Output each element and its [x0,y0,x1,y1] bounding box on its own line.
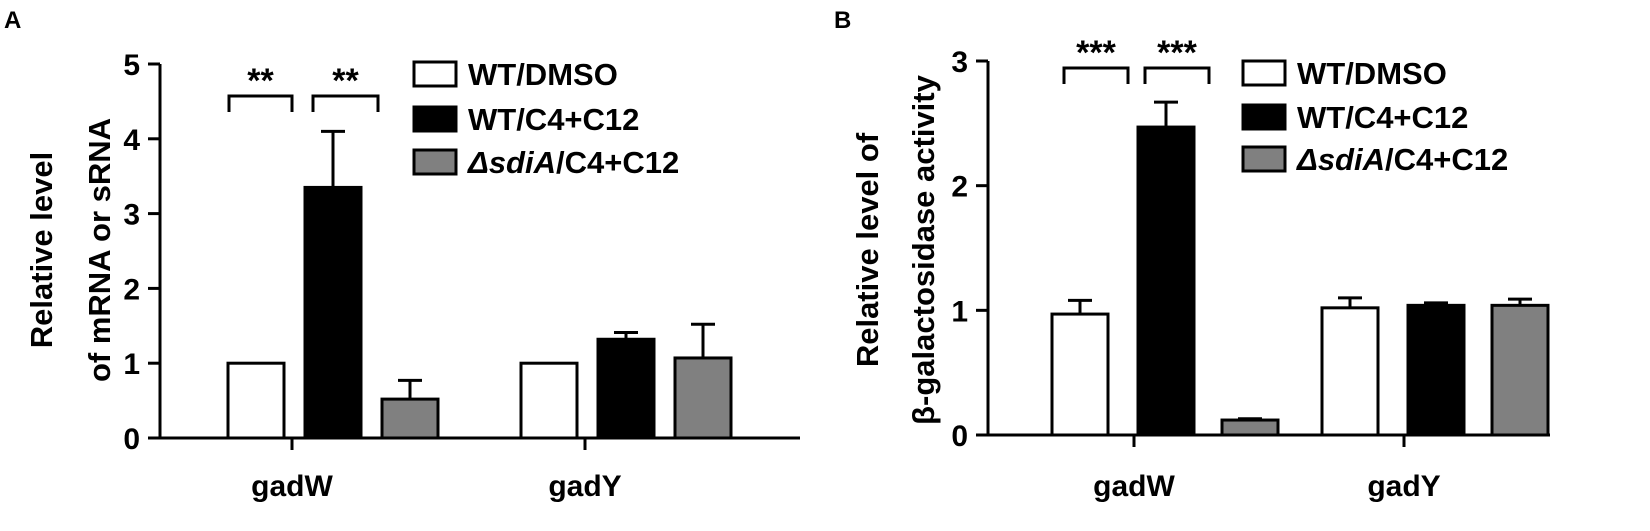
bar [303,185,363,440]
bar [519,361,579,440]
legend-swatch [1241,103,1287,131]
bar [1050,312,1110,437]
legend-label-text: WT/C4+C12 [468,102,639,137]
y-tick-label: 0 [123,423,140,456]
x-tick-label: gadY [548,470,621,503]
bar [226,361,286,440]
bar [380,397,440,440]
legend-label-italic: ΔsdiA [467,145,556,180]
panel-letter: A [4,7,21,34]
y-tick-label: 3 [123,199,140,232]
legend-label: ΔsdiA/C4+C12 [1296,142,1508,177]
legend-label: WT/C4+C12 [1297,100,1468,135]
significance-bracket [227,94,294,112]
bar [596,337,656,440]
y-tick-label: 1 [123,348,140,381]
bar [1490,303,1550,437]
y-axis-label: of mRNA or sRNA [82,118,117,382]
bar [1406,303,1466,437]
legend-swatch [1241,59,1287,87]
x-tick-label: gadY [1367,470,1440,503]
x-tick-label: gadW [1093,470,1175,503]
legend-label-italic: ΔsdiA [1296,142,1385,177]
legend-label: WT/C4+C12 [468,102,639,137]
legend-label: WT/DMSO [468,57,618,92]
y-tick-label: 2 [951,171,968,204]
significance-label: *** [1157,34,1197,72]
legend-swatch [412,60,458,88]
panel-letter: B [834,7,851,34]
y-axis-label: Relative level [24,152,59,348]
legend-swatch [1241,145,1287,173]
legend-label-text: WT/DMSO [1297,56,1447,91]
legend-label: WT/DMSO [1297,56,1447,91]
legend-label-text: WT/C4+C12 [1297,100,1468,135]
bar [1220,418,1280,437]
legend-label-text: /C4+C12 [1385,142,1508,177]
legend-label-text: /C4+C12 [556,145,679,180]
y-axis-label: Relative level of [850,132,885,367]
bar [1320,306,1380,437]
legend-swatch [412,148,458,176]
legend-label: ΔsdiA/C4+C12 [467,145,679,180]
significance-bracket [1143,66,1211,84]
bar [673,356,733,440]
y-tick-label: 1 [951,295,968,328]
y-tick-label: 4 [123,124,140,157]
significance-label: *** [1076,34,1116,72]
y-tick-label: 2 [123,273,140,306]
y-tick-label: 0 [951,420,968,453]
x-tick-label: gadW [251,470,333,503]
significance-bracket [1062,66,1130,84]
legend-swatch [412,105,458,133]
y-axis-label: β-galactosidase activity [906,74,941,424]
significance-label: ** [247,62,274,100]
bar [1136,125,1196,437]
legend-label-text: WT/DMSO [468,57,618,92]
y-tick-label: 5 [123,49,140,82]
significance-bracket [311,94,380,112]
significance-label: ** [332,62,359,100]
y-tick-label: 3 [951,46,968,79]
